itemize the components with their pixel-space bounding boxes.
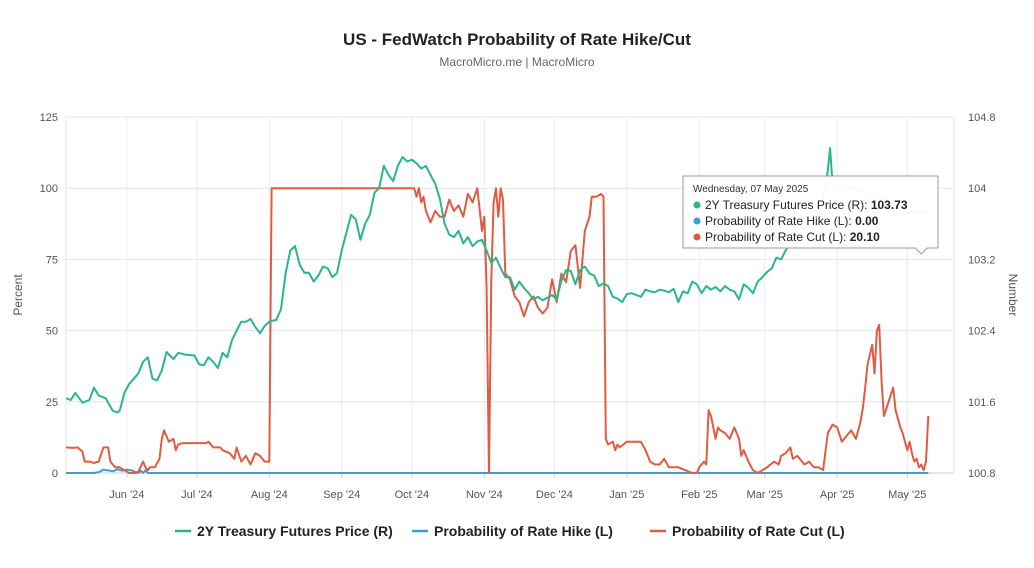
right-axis: 104.8 104 103.2 102.4 101.6 100.8	[968, 112, 996, 480]
right-axis-title: Number	[1006, 274, 1020, 317]
x-tick-label: Jan '25	[609, 489, 644, 501]
right-tick-label: 102.4	[968, 326, 996, 338]
left-tick-label: 50	[46, 326, 58, 338]
x-tick-label: Jun '24	[109, 489, 144, 501]
legend-item[interactable]: Probability of Rate Cut (L)	[672, 523, 845, 539]
tooltip-row: 2Y Treasury Futures Price (R): 103.73	[705, 198, 908, 212]
left-axis-title: Percent	[11, 274, 25, 316]
x-tick-label: Feb '25	[681, 489, 717, 501]
grid-lines	[65, 116, 955, 474]
legend-item[interactable]: Probability of Rate Hike (L)	[434, 523, 613, 539]
x-tick-label: Jul '24	[181, 489, 212, 501]
chart-title: US - FedWatch Probability of Rate Hike/C…	[343, 30, 691, 49]
right-tick-label: 103.2	[968, 254, 996, 266]
series-line-rate-cut	[65, 187, 930, 474]
x-tick-label: May '25	[888, 489, 926, 501]
tooltip-marker	[693, 233, 701, 241]
series-line-rate-hike	[66, 468, 929, 474]
tooltip-row: Probability of Rate Cut (L): 20.10	[705, 230, 880, 244]
tooltip-row: Probability of Rate Hike (L): 0.00	[705, 214, 879, 228]
left-axis: 125 100 75 50 25 0	[40, 112, 58, 480]
tooltip-date: Wednesday, 07 May 2025	[693, 184, 809, 195]
x-tick-label: Oct '24	[395, 489, 430, 501]
left-tick-label: 25	[46, 397, 58, 409]
tooltip-box	[682, 175, 939, 255]
right-tick-label: 100.8	[968, 468, 996, 480]
right-tick-label: 104.8	[968, 112, 996, 124]
tooltip-marker	[693, 201, 701, 209]
legend: 2Y Treasury Futures Price (R) Probability…	[175, 523, 845, 539]
x-axis: Jun '24 Jul '24 Aug '24 Sep '24 Oct '24 Nov '…	[109, 473, 926, 501]
tooltip-marker	[693, 217, 701, 225]
right-tick-label: 101.6	[968, 397, 996, 409]
tooltip: Wednesday, 07 May 2025 2Y Treasury Future…	[682, 175, 939, 255]
left-tick-label: 125	[40, 112, 58, 124]
left-tick-label: 75	[46, 254, 58, 266]
x-tick-label: Mar '25	[747, 489, 783, 501]
x-tick-label: Nov '24	[466, 489, 503, 501]
x-tick-label: Dec '24	[536, 489, 573, 501]
legend-item[interactable]: 2Y Treasury Futures Price (R)	[197, 523, 393, 539]
chart-subtitle: MacroMicro.me | MacroMicro	[439, 55, 594, 69]
left-tick-label: 0	[52, 468, 58, 480]
right-tick-label: 104	[968, 183, 986, 195]
x-tick-label: Sep '24	[323, 489, 360, 501]
x-tick-label: Aug '24	[251, 489, 288, 501]
left-tick-label: 100	[40, 183, 58, 195]
x-tick-label: Apr '25	[820, 489, 855, 501]
